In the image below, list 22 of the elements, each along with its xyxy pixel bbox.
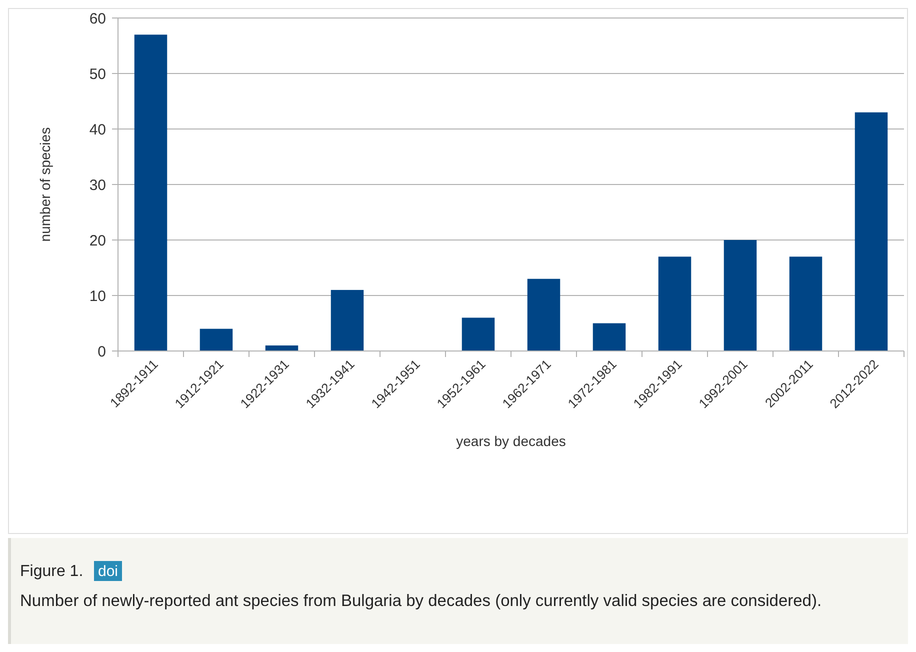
text: doi (98, 563, 118, 580)
caption: Figure 1. (20, 563, 84, 580)
bar (134, 34, 168, 351)
x-axis-title: years by decades (456, 433, 566, 449)
bar (789, 256, 822, 351)
y-tick-label: 0 (98, 343, 106, 360)
y-tick-label: 30 (89, 176, 106, 194)
text: Number of newly-reported ant species from Bulgaria by decades (only currently valid species are considered). (20, 592, 822, 610)
y-tick-label: 60 (89, 10, 106, 28)
bar (658, 256, 692, 351)
y-tick-label: 50 (89, 66, 106, 83)
bar (330, 290, 364, 351)
y-tick-label: 10 (89, 288, 106, 305)
bar (527, 278, 560, 351)
y-axis-title: number of species (37, 127, 53, 242)
bar (724, 240, 757, 351)
y-tick-label: 40 (89, 121, 106, 138)
bar (854, 112, 888, 351)
y-tick-label: 20 (89, 232, 106, 250)
bar (200, 328, 233, 351)
bar (592, 323, 626, 351)
bar (462, 318, 495, 351)
